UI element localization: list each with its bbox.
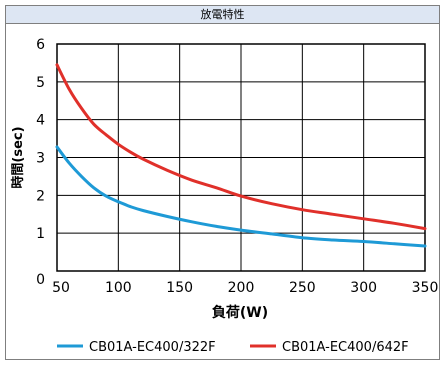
x-tick-label: 50 [52, 280, 70, 296]
y-tick-label: 6 [36, 37, 45, 53]
y-tick-label: 1 [36, 226, 45, 242]
plot-border [56, 43, 426, 272]
y-tick-label: 4 [36, 113, 45, 129]
legend-label-1: CB01A-EC400/322F [89, 340, 216, 355]
x-tick-label: 100 [105, 280, 132, 296]
x-tick-label: 200 [228, 280, 255, 296]
y-tick-label: 0 [36, 272, 45, 288]
x-tick-label: 350 [412, 280, 439, 296]
x-tick-label: 300 [350, 280, 377, 296]
y-tick-label: 3 [36, 151, 45, 167]
x-tick-label: 250 [289, 280, 316, 296]
y-tick-label: 5 [36, 75, 45, 91]
y-axis-label: 時間(sec) [10, 126, 26, 188]
y-tick-label: 2 [36, 188, 45, 204]
series-line-1 [55, 145, 427, 248]
series-line-2 [55, 63, 427, 231]
chart-title: 放電特性 [6, 6, 439, 24]
legend-label-2: CB01A-EC400/642F [282, 340, 409, 355]
x-tick-label: 150 [166, 280, 193, 296]
x-axis-label: 負荷(W) [212, 304, 268, 321]
